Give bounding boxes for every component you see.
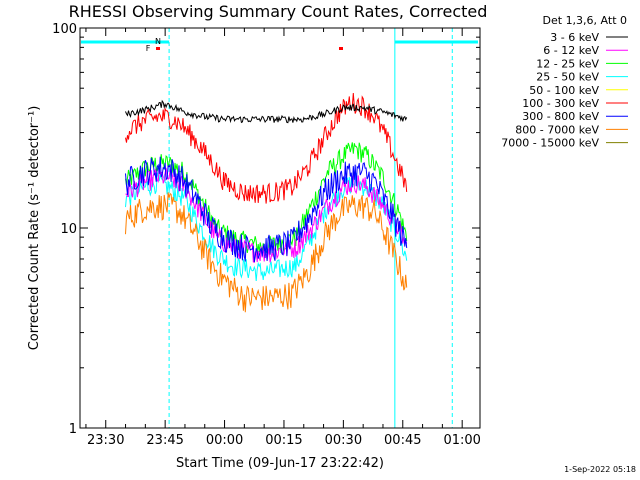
- x-tick-label: 23:45: [146, 433, 183, 448]
- legend-label: 12 - 25 keV: [536, 57, 599, 70]
- legend-header: Det 1,3,6, Att 0: [543, 14, 627, 27]
- y-axis: 1 10 100: [52, 22, 480, 437]
- x-axis-label: Start Time (09-Jun-17 23:22:42): [176, 456, 384, 471]
- y-axis-label: Corrected Count Rate (s⁻¹ detector⁻¹): [27, 106, 42, 351]
- flag-marker: [156, 47, 160, 50]
- legend-label: 25 - 50 keV: [536, 71, 599, 84]
- x-tick-label: 00:00: [206, 433, 243, 448]
- x-axis: 23:30 23:45 00:00 00:15 00:30 00:45 01:00: [85, 28, 481, 448]
- annotation-flag-f: F: [146, 44, 151, 53]
- y-tick-label: 1: [69, 422, 77, 437]
- series-line-2: [125, 142, 408, 255]
- footer-date: 1-Sep-2022 05:18: [564, 465, 636, 474]
- series-line-6: [125, 156, 408, 263]
- legend-label: 300 - 800 keV: [522, 110, 599, 123]
- legend-label: 100 - 300 keV: [522, 97, 599, 110]
- legend-label: 800 - 7000 keV: [515, 123, 599, 136]
- series-layer: [125, 92, 408, 313]
- series-line-0: [125, 99, 408, 124]
- x-tick-label: 23:30: [87, 433, 124, 448]
- y-tick-label: 100: [52, 22, 77, 37]
- legend-label: 50 - 100 keV: [529, 84, 599, 97]
- series-line-1: [125, 167, 408, 264]
- legend-label: 7000 - 15000 keV: [501, 137, 599, 150]
- flag-marker: [339, 47, 343, 50]
- annotation-night-start: N: [155, 37, 161, 46]
- x-tick-label: 00:30: [325, 433, 362, 448]
- x-tick-label: 01:00: [443, 433, 480, 448]
- x-tick-label: 00:15: [265, 433, 302, 448]
- series-line-3: [125, 172, 408, 282]
- legend-label: 6 - 12 keV: [543, 44, 599, 57]
- y-tick-label: 10: [60, 222, 77, 237]
- x-tick-label: 00:45: [384, 433, 421, 448]
- series-line-5: [125, 92, 408, 204]
- chart-title: RHESSI Observing Summary Count Rates, Co…: [69, 2, 488, 21]
- series-line-7: [125, 192, 408, 313]
- legend-label: 3 - 6 keV: [550, 31, 599, 44]
